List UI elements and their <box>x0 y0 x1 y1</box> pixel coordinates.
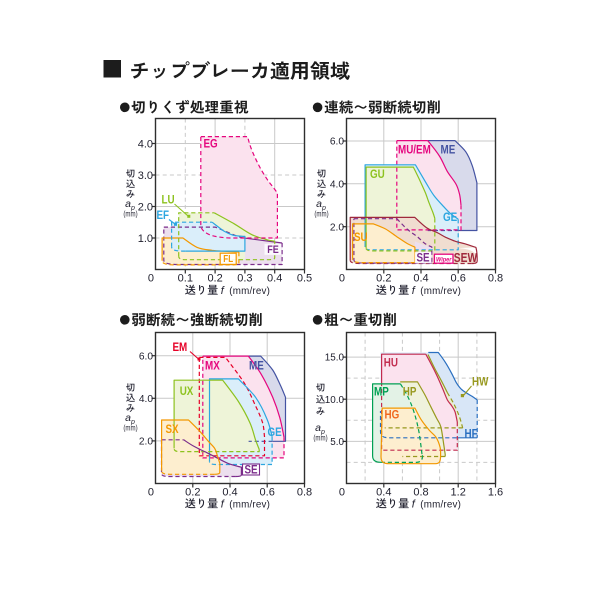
svg-text:EF: EF <box>157 209 170 222</box>
svg-text:GE: GE <box>268 426 282 439</box>
svg-text:LU: LU <box>162 194 175 207</box>
svg-text:ap: ap <box>316 198 326 212</box>
svg-text:(mm): (mm) <box>123 208 137 218</box>
svg-text:0.6: 0.6 <box>260 486 275 498</box>
svg-text:2.0: 2.0 <box>138 202 153 214</box>
svg-text:UX: UX <box>180 385 194 398</box>
svg-text:MP: MP <box>374 385 389 398</box>
svg-text:0.1: 0.1 <box>178 272 193 284</box>
svg-text:HF: HF <box>465 428 478 441</box>
svg-text:4.0: 4.0 <box>138 139 153 151</box>
svg-text:Wiper: Wiper <box>436 256 452 264</box>
svg-text:ap: ap <box>125 412 135 426</box>
svg-text:(mm/rev): (mm/rev) <box>229 500 270 511</box>
svg-text:GE: GE <box>443 211 457 224</box>
svg-text:0.5: 0.5 <box>297 272 312 284</box>
svg-text:EG: EG <box>204 138 218 151</box>
svg-text:f: f <box>221 499 225 511</box>
svg-text:SE: SE <box>244 463 257 476</box>
svg-text:0.4: 0.4 <box>222 486 237 498</box>
svg-text:SE: SE <box>416 251 429 264</box>
svg-text:(mm/rev): (mm/rev) <box>420 286 461 297</box>
svg-text:15.0: 15.0 <box>325 353 345 364</box>
svg-text:FE: FE <box>267 244 279 256</box>
svg-text:GU: GU <box>370 168 385 181</box>
svg-text:HU: HU <box>384 357 398 370</box>
svg-text:MU/EM: MU/EM <box>398 144 431 157</box>
svg-text:0.8: 0.8 <box>488 272 503 284</box>
svg-text:0.6: 0.6 <box>451 272 466 284</box>
svg-text:ap: ap <box>125 198 135 212</box>
svg-text:0: 0 <box>148 486 154 498</box>
svg-text:f: f <box>412 285 416 297</box>
svg-text:(mm): (mm) <box>313 432 327 442</box>
svg-text:MX: MX <box>205 360 220 373</box>
svg-text:4.0: 4.0 <box>139 394 153 405</box>
svg-text:0.4: 0.4 <box>267 272 282 284</box>
svg-text:0: 0 <box>148 272 154 284</box>
svg-text:1.2: 1.2 <box>451 486 466 498</box>
svg-text:ap: ap <box>315 422 325 436</box>
svg-text:ME: ME <box>249 360 264 373</box>
svg-text:2.0: 2.0 <box>330 222 344 233</box>
svg-text:ME: ME <box>441 144 456 157</box>
svg-text:10.0: 10.0 <box>325 395 345 406</box>
svg-text:HP: HP <box>403 385 417 398</box>
svg-text:0.2: 0.2 <box>185 486 200 498</box>
svg-text:3.0: 3.0 <box>138 170 153 182</box>
svg-text:SX: SX <box>166 423 180 436</box>
svg-text:6.0: 6.0 <box>330 137 344 148</box>
svg-text:(mm): (mm) <box>314 208 328 218</box>
svg-text:f: f <box>221 285 225 297</box>
svg-text:f: f <box>412 499 416 511</box>
svg-text:(mm/rev): (mm/rev) <box>229 286 270 297</box>
svg-text:5.0: 5.0 <box>330 437 344 448</box>
svg-text:0.2: 0.2 <box>376 272 391 284</box>
svg-text:HG: HG <box>385 408 400 421</box>
svg-text:SU: SU <box>354 231 368 244</box>
svg-text:0.8: 0.8 <box>297 486 312 498</box>
svg-text:0.3: 0.3 <box>237 272 252 284</box>
svg-text:1.0: 1.0 <box>138 233 153 245</box>
svg-text:4.0: 4.0 <box>330 180 344 191</box>
svg-text:FL: FL <box>223 253 233 264</box>
svg-text:1.6: 1.6 <box>488 486 503 498</box>
svg-text:0.2: 0.2 <box>207 272 222 284</box>
svg-text:SEW: SEW <box>454 252 478 265</box>
svg-text:2.0: 2.0 <box>139 437 153 448</box>
svg-text:(mm): (mm) <box>123 422 137 432</box>
svg-text:0.4: 0.4 <box>413 272 428 284</box>
svg-text:HW: HW <box>472 376 489 389</box>
svg-text:6.0: 6.0 <box>139 351 153 362</box>
svg-text:0.8: 0.8 <box>413 486 428 498</box>
svg-text:(mm/rev): (mm/rev) <box>420 500 461 511</box>
svg-text:EM: EM <box>173 341 188 354</box>
svg-text:0: 0 <box>339 272 345 284</box>
svg-text:0.4: 0.4 <box>376 486 391 498</box>
svg-text:0: 0 <box>339 486 345 498</box>
